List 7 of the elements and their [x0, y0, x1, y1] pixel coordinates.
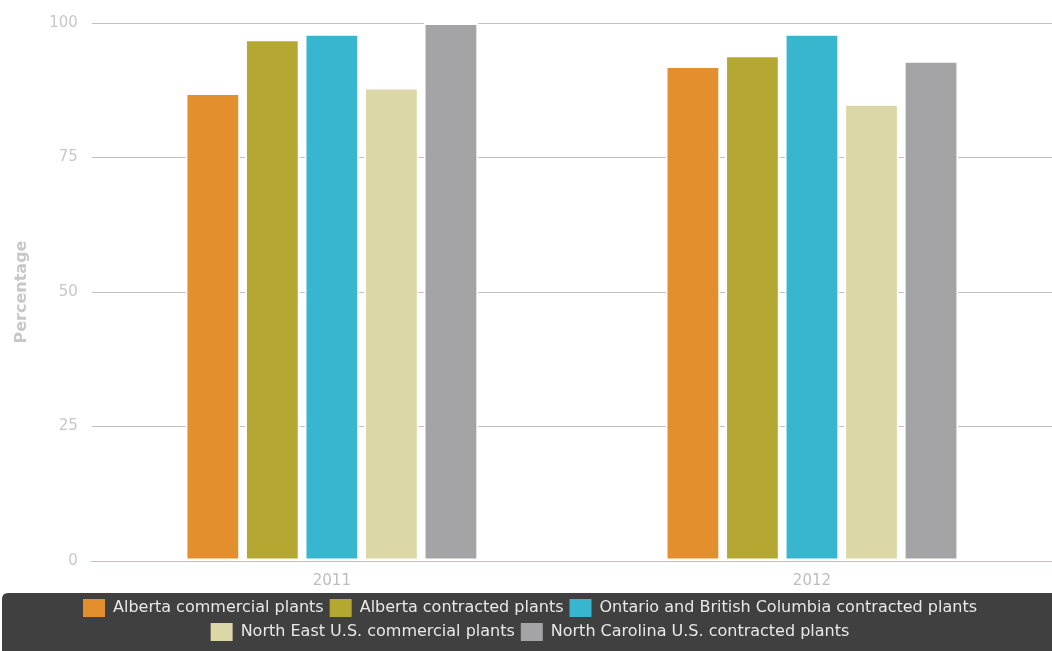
x-tick-label: 2012: [792, 570, 832, 589]
legend-label: North East U.S. commercial plants: [240, 621, 515, 641]
legend-label: Alberta commercial plants: [112, 597, 324, 617]
x-tick-label: 2011: [312, 570, 351, 589]
legend-label: North Carolina U.S. contracted plants: [550, 621, 850, 641]
legend-label: Ontario and British Columbia contracted plants: [599, 597, 978, 617]
legend-label: Alberta contracted plants: [359, 597, 564, 617]
